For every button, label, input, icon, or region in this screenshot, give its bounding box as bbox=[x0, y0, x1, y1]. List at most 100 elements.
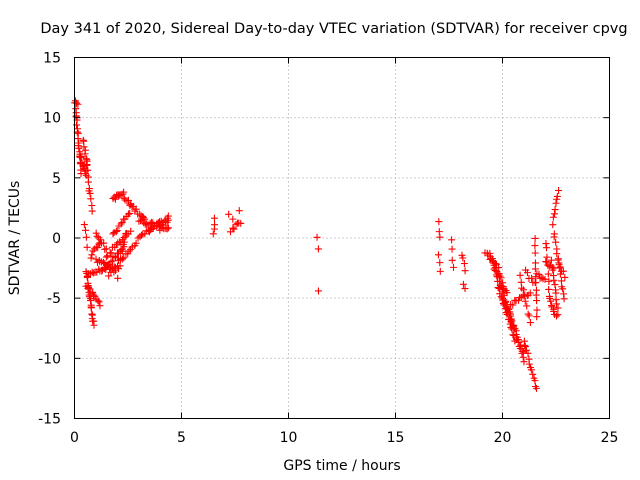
data-point bbox=[554, 304, 562, 312]
data-point bbox=[553, 300, 561, 308]
x-tick-label: 20 bbox=[494, 430, 512, 446]
data-point bbox=[544, 270, 552, 278]
data-point bbox=[509, 301, 517, 309]
x-tick-label: 5 bbox=[177, 430, 186, 446]
data-point bbox=[237, 219, 245, 227]
data-point bbox=[125, 210, 132, 218]
data-point bbox=[554, 311, 562, 319]
data-point bbox=[230, 225, 238, 233]
data-point bbox=[209, 230, 217, 238]
data-point bbox=[90, 269, 98, 277]
data-point bbox=[520, 358, 528, 366]
y-tick-label: 5 bbox=[52, 171, 61, 187]
data-point bbox=[211, 221, 219, 229]
data-point bbox=[519, 353, 527, 361]
data-point bbox=[521, 297, 529, 305]
data-point bbox=[518, 284, 526, 292]
x-tick-label: 10 bbox=[280, 430, 298, 446]
data-point bbox=[132, 205, 140, 213]
data-point bbox=[125, 247, 133, 255]
data-point bbox=[313, 233, 321, 241]
data-point bbox=[459, 254, 467, 262]
data-point bbox=[113, 227, 121, 235]
data-point bbox=[434, 251, 442, 259]
data-point bbox=[552, 199, 560, 207]
data-point bbox=[519, 286, 527, 294]
data-point bbox=[516, 271, 524, 279]
data-point bbox=[82, 226, 90, 234]
data-point bbox=[132, 239, 140, 247]
data-point bbox=[85, 185, 93, 193]
data-point bbox=[449, 263, 457, 271]
data-point bbox=[80, 143, 88, 151]
data-point bbox=[87, 304, 95, 312]
data-point bbox=[82, 233, 90, 241]
data-point bbox=[86, 189, 94, 197]
data-point bbox=[117, 256, 124, 264]
data-point bbox=[531, 234, 539, 242]
data-point bbox=[140, 219, 148, 227]
data-point bbox=[500, 299, 508, 307]
data-point bbox=[497, 274, 505, 282]
data-point bbox=[436, 259, 444, 267]
data-point bbox=[499, 288, 507, 296]
data-point bbox=[560, 295, 568, 303]
data-point bbox=[524, 349, 532, 357]
data-point bbox=[553, 192, 561, 200]
data-point bbox=[83, 243, 91, 251]
data-point bbox=[141, 230, 149, 238]
data-point bbox=[542, 240, 550, 248]
data-point bbox=[532, 279, 540, 287]
data-point bbox=[137, 231, 145, 239]
tick-labels: 0 5 10 15 20 25 -15 -10 -5 0 5 10 15 bbox=[38, 51, 618, 447]
data-point bbox=[544, 261, 552, 269]
x-axis-label: GPS time / hours bbox=[283, 458, 400, 474]
data-point bbox=[547, 256, 555, 264]
data-point bbox=[459, 280, 467, 288]
data-point bbox=[490, 265, 498, 273]
data-point bbox=[107, 268, 115, 276]
data-point bbox=[225, 210, 233, 218]
data-point bbox=[87, 195, 95, 203]
data-point bbox=[105, 261, 113, 269]
data-point bbox=[533, 306, 541, 314]
data-point bbox=[531, 377, 539, 385]
data-point bbox=[120, 238, 128, 246]
data-point bbox=[495, 277, 503, 285]
data-point bbox=[102, 253, 110, 261]
data-point bbox=[531, 249, 539, 257]
data-point bbox=[491, 267, 499, 275]
data-point bbox=[84, 284, 92, 292]
data-point bbox=[461, 267, 469, 275]
data-point bbox=[555, 187, 563, 194]
data-point bbox=[543, 244, 551, 252]
data-point bbox=[124, 196, 132, 204]
data-point bbox=[528, 274, 536, 282]
data-point bbox=[552, 289, 560, 297]
data-point bbox=[436, 233, 444, 241]
data-point bbox=[552, 238, 560, 246]
data-point bbox=[527, 366, 535, 374]
data-point bbox=[557, 277, 565, 285]
data-point bbox=[114, 274, 122, 282]
x-tick-label: 0 bbox=[70, 430, 79, 446]
data-point bbox=[531, 383, 539, 390]
data-point bbox=[90, 291, 98, 299]
data-point bbox=[210, 214, 218, 222]
data-point bbox=[553, 250, 561, 258]
data-point bbox=[448, 245, 456, 253]
data-point bbox=[488, 255, 496, 263]
data-point bbox=[87, 297, 95, 305]
data-point bbox=[72, 113, 80, 121]
data-point bbox=[549, 213, 557, 221]
data-point bbox=[523, 302, 531, 310]
data-point bbox=[549, 266, 557, 274]
data-point bbox=[118, 219, 126, 227]
y-tick-label: -10 bbox=[38, 351, 61, 367]
data-point bbox=[448, 256, 456, 264]
data-point bbox=[436, 267, 444, 275]
data-point bbox=[559, 285, 567, 293]
data-point bbox=[500, 296, 508, 304]
data-point bbox=[107, 258, 115, 266]
data-point bbox=[100, 258, 108, 266]
